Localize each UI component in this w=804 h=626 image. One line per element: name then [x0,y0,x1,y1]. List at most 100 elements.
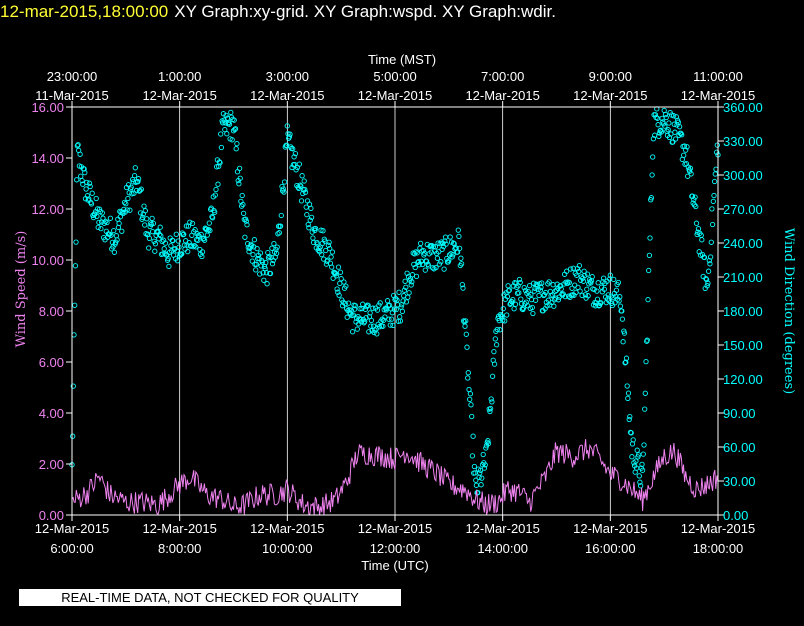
wind-direction-point [267,270,274,277]
wind-direction-point [551,303,557,309]
wind-direction-point [232,126,239,132]
wind-direction-point [253,267,259,273]
wind-direction-point [198,231,204,238]
wind-direction-point [647,235,653,241]
wind-direction-point [341,279,347,285]
wind-direction-point [473,477,479,483]
wind-direction-point [504,293,511,300]
wind-direction-point [650,136,657,142]
wind-direction-point [497,327,503,333]
wind-direction-point [459,281,465,288]
wind-direction-point [170,237,176,244]
wind-direction-point [620,339,626,345]
wind-direction-point [494,326,500,333]
wind-direction-point [333,273,340,279]
wind-direction-point [81,166,87,172]
y-left-tick-label: 4.00 [39,406,64,421]
wind-direction-point [239,192,245,199]
wind-direction-point [707,261,713,267]
wind-direction-point [365,302,371,309]
wind-direction-point [430,265,436,271]
wind-direction-point [423,258,430,264]
wind-direction-point [391,306,397,312]
wind-direction-point [274,244,280,250]
wind-direction-point [408,282,414,288]
wind-direction-point [661,107,667,114]
wind-direction-point [672,136,679,142]
wind-speed-series [71,439,719,516]
wind-direction-point [111,249,118,255]
wind-direction-point [399,308,406,315]
wind-direction-point [458,255,464,261]
wind-direction-point [552,288,558,294]
wind-direction-point [456,245,463,252]
wind-direction-point [368,317,375,324]
wind-direction-point [155,229,161,235]
wind-direction-point [433,264,439,271]
x-tick-label-time: 12:00:00 [370,541,421,556]
top-tick-label-time: 11:00:00 [693,69,743,84]
wind-direction-point [617,294,623,300]
wind-direction-point [477,467,484,473]
top-tick-label-time: 5:00:00 [373,69,416,84]
wind-direction-point [701,254,708,261]
wind-direction-point [78,173,84,179]
wind-direction-point [240,210,247,217]
wind-direction-point [413,249,419,255]
wind-direction-point [146,245,152,251]
wind-direction-point [269,261,276,267]
wind-direction-point [352,302,358,309]
wind-direction-point [626,416,632,423]
y-left-tick-label: 6.00 [39,355,64,370]
wind-direction-point [206,220,212,226]
wind-direction-point [327,245,333,252]
wind-direction-point [395,318,402,324]
wind-direction-point [601,286,607,292]
wind-direction-point [212,209,218,215]
wind-direction-point [417,240,424,247]
wind-direction-point [600,275,607,281]
wind-direction-point [649,172,655,178]
wind-direction-point [366,329,372,335]
wind-direction-point [380,317,387,323]
wind-direction-point [132,165,138,171]
wind-direction-point [708,239,714,245]
wind-direction-point [135,178,141,185]
graph-title: XY Graph:xy-grid. XY Graph:wspd. XY Grap… [174,2,556,21]
wind-direction-point [338,276,344,282]
wind-direction-point [688,171,694,177]
wind-direction-point [569,285,575,291]
wind-direction-point [94,206,101,212]
wind-direction-point [228,109,234,116]
wind-direction-point [591,286,597,293]
wind-direction-point [595,280,601,286]
wind-direction-point [189,220,196,227]
wind-direction-point [711,178,718,185]
wind-speed-line [71,439,719,516]
wind-direction-point [334,286,340,292]
wind-direction-point [111,227,117,234]
wind-direction-point [72,302,78,308]
wind-direction-point [562,293,568,300]
wind-direction-point [325,257,331,263]
wind-direction-point [386,316,392,322]
wind-direction-point [521,284,527,291]
wind-direction-point [336,292,342,298]
wind-direction-point [654,115,661,121]
wind-direction-point [296,161,303,167]
wind-direction-point [471,463,478,470]
wind-direction-point [298,198,305,204]
wind-direction-point [605,292,611,298]
top-tick-label-time: 9:00:00 [589,69,632,84]
wind-direction-point [589,274,595,280]
wind-direction-point [348,307,354,313]
quality-notice: REAL-TIME DATA, NOT CHECKED FOR QUALITY [19,589,401,606]
wind-direction-point [121,199,128,206]
wind-direction-point [466,386,472,393]
wind-direction-point [711,192,717,199]
wind-direction-point [584,286,590,292]
wind-direction-point [128,184,134,190]
wind-direction-point [342,300,348,307]
wind-direction-point [478,482,484,488]
wind-direction-point [684,144,690,150]
